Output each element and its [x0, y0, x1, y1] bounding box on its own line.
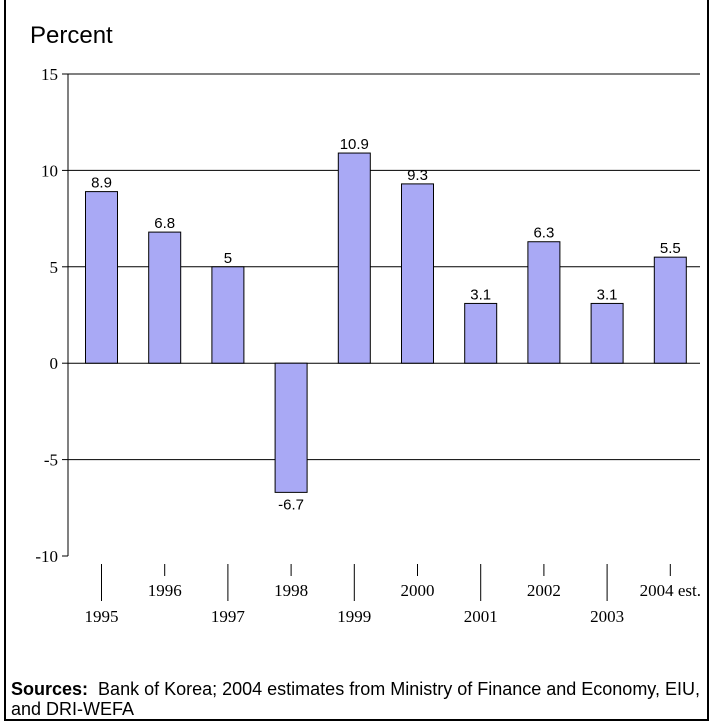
- sources-note: Sources: Bank of Korea; 2004 estimates f…: [11, 679, 701, 719]
- bar-value-label: 5.5: [660, 240, 681, 257]
- bar: [337, 152, 371, 364]
- bar: [464, 302, 498, 364]
- bar-value-label: 10.9: [340, 136, 369, 153]
- y-tick-label: 10: [41, 161, 58, 180]
- bar-value-label: 6.8: [154, 215, 175, 232]
- bar-value-label: 9.3: [407, 167, 428, 184]
- x-tick-label: 2003: [590, 607, 624, 626]
- bar: [590, 302, 624, 364]
- bar-value-label: 8.9: [91, 175, 112, 192]
- bar: [401, 183, 434, 364]
- y-tick-label: 5: [50, 258, 59, 277]
- y-tick-label: 0: [50, 354, 59, 373]
- bar: [653, 256, 687, 364]
- bar: [85, 191, 118, 364]
- bar: [274, 362, 308, 493]
- bar-value-label: -6.7: [278, 496, 304, 513]
- x-tick-label: 2004 est.: [640, 581, 701, 600]
- x-tick-label: 2002: [527, 581, 561, 600]
- x-tick-label: 1999: [337, 607, 371, 626]
- bar-value-label: 3.1: [597, 286, 618, 303]
- y-axis-title: Percent: [30, 22, 113, 49]
- bar-value-label: 5: [224, 250, 232, 267]
- y-tick-label: -5: [44, 451, 58, 470]
- bar-value-label: 3.1: [470, 286, 491, 303]
- sources-text: Bank of Korea; 2004 estimates from Minis…: [11, 679, 700, 719]
- x-tick-label: 1998: [274, 581, 308, 600]
- x-tick-label: 2001: [464, 607, 498, 626]
- x-tick-label: 1995: [85, 607, 119, 626]
- y-tick-label: -10: [35, 547, 58, 566]
- bar: [527, 241, 561, 364]
- sources-label: Sources:: [11, 679, 89, 699]
- y-tick-label: 15: [41, 65, 58, 84]
- x-tick-label: 1996: [148, 581, 182, 600]
- x-tick-label: 1997: [211, 607, 246, 626]
- x-tick-label: 2000: [401, 581, 435, 600]
- bar-value-label: 6.3: [533, 225, 554, 242]
- bar: [211, 266, 245, 364]
- bar: [148, 231, 182, 364]
